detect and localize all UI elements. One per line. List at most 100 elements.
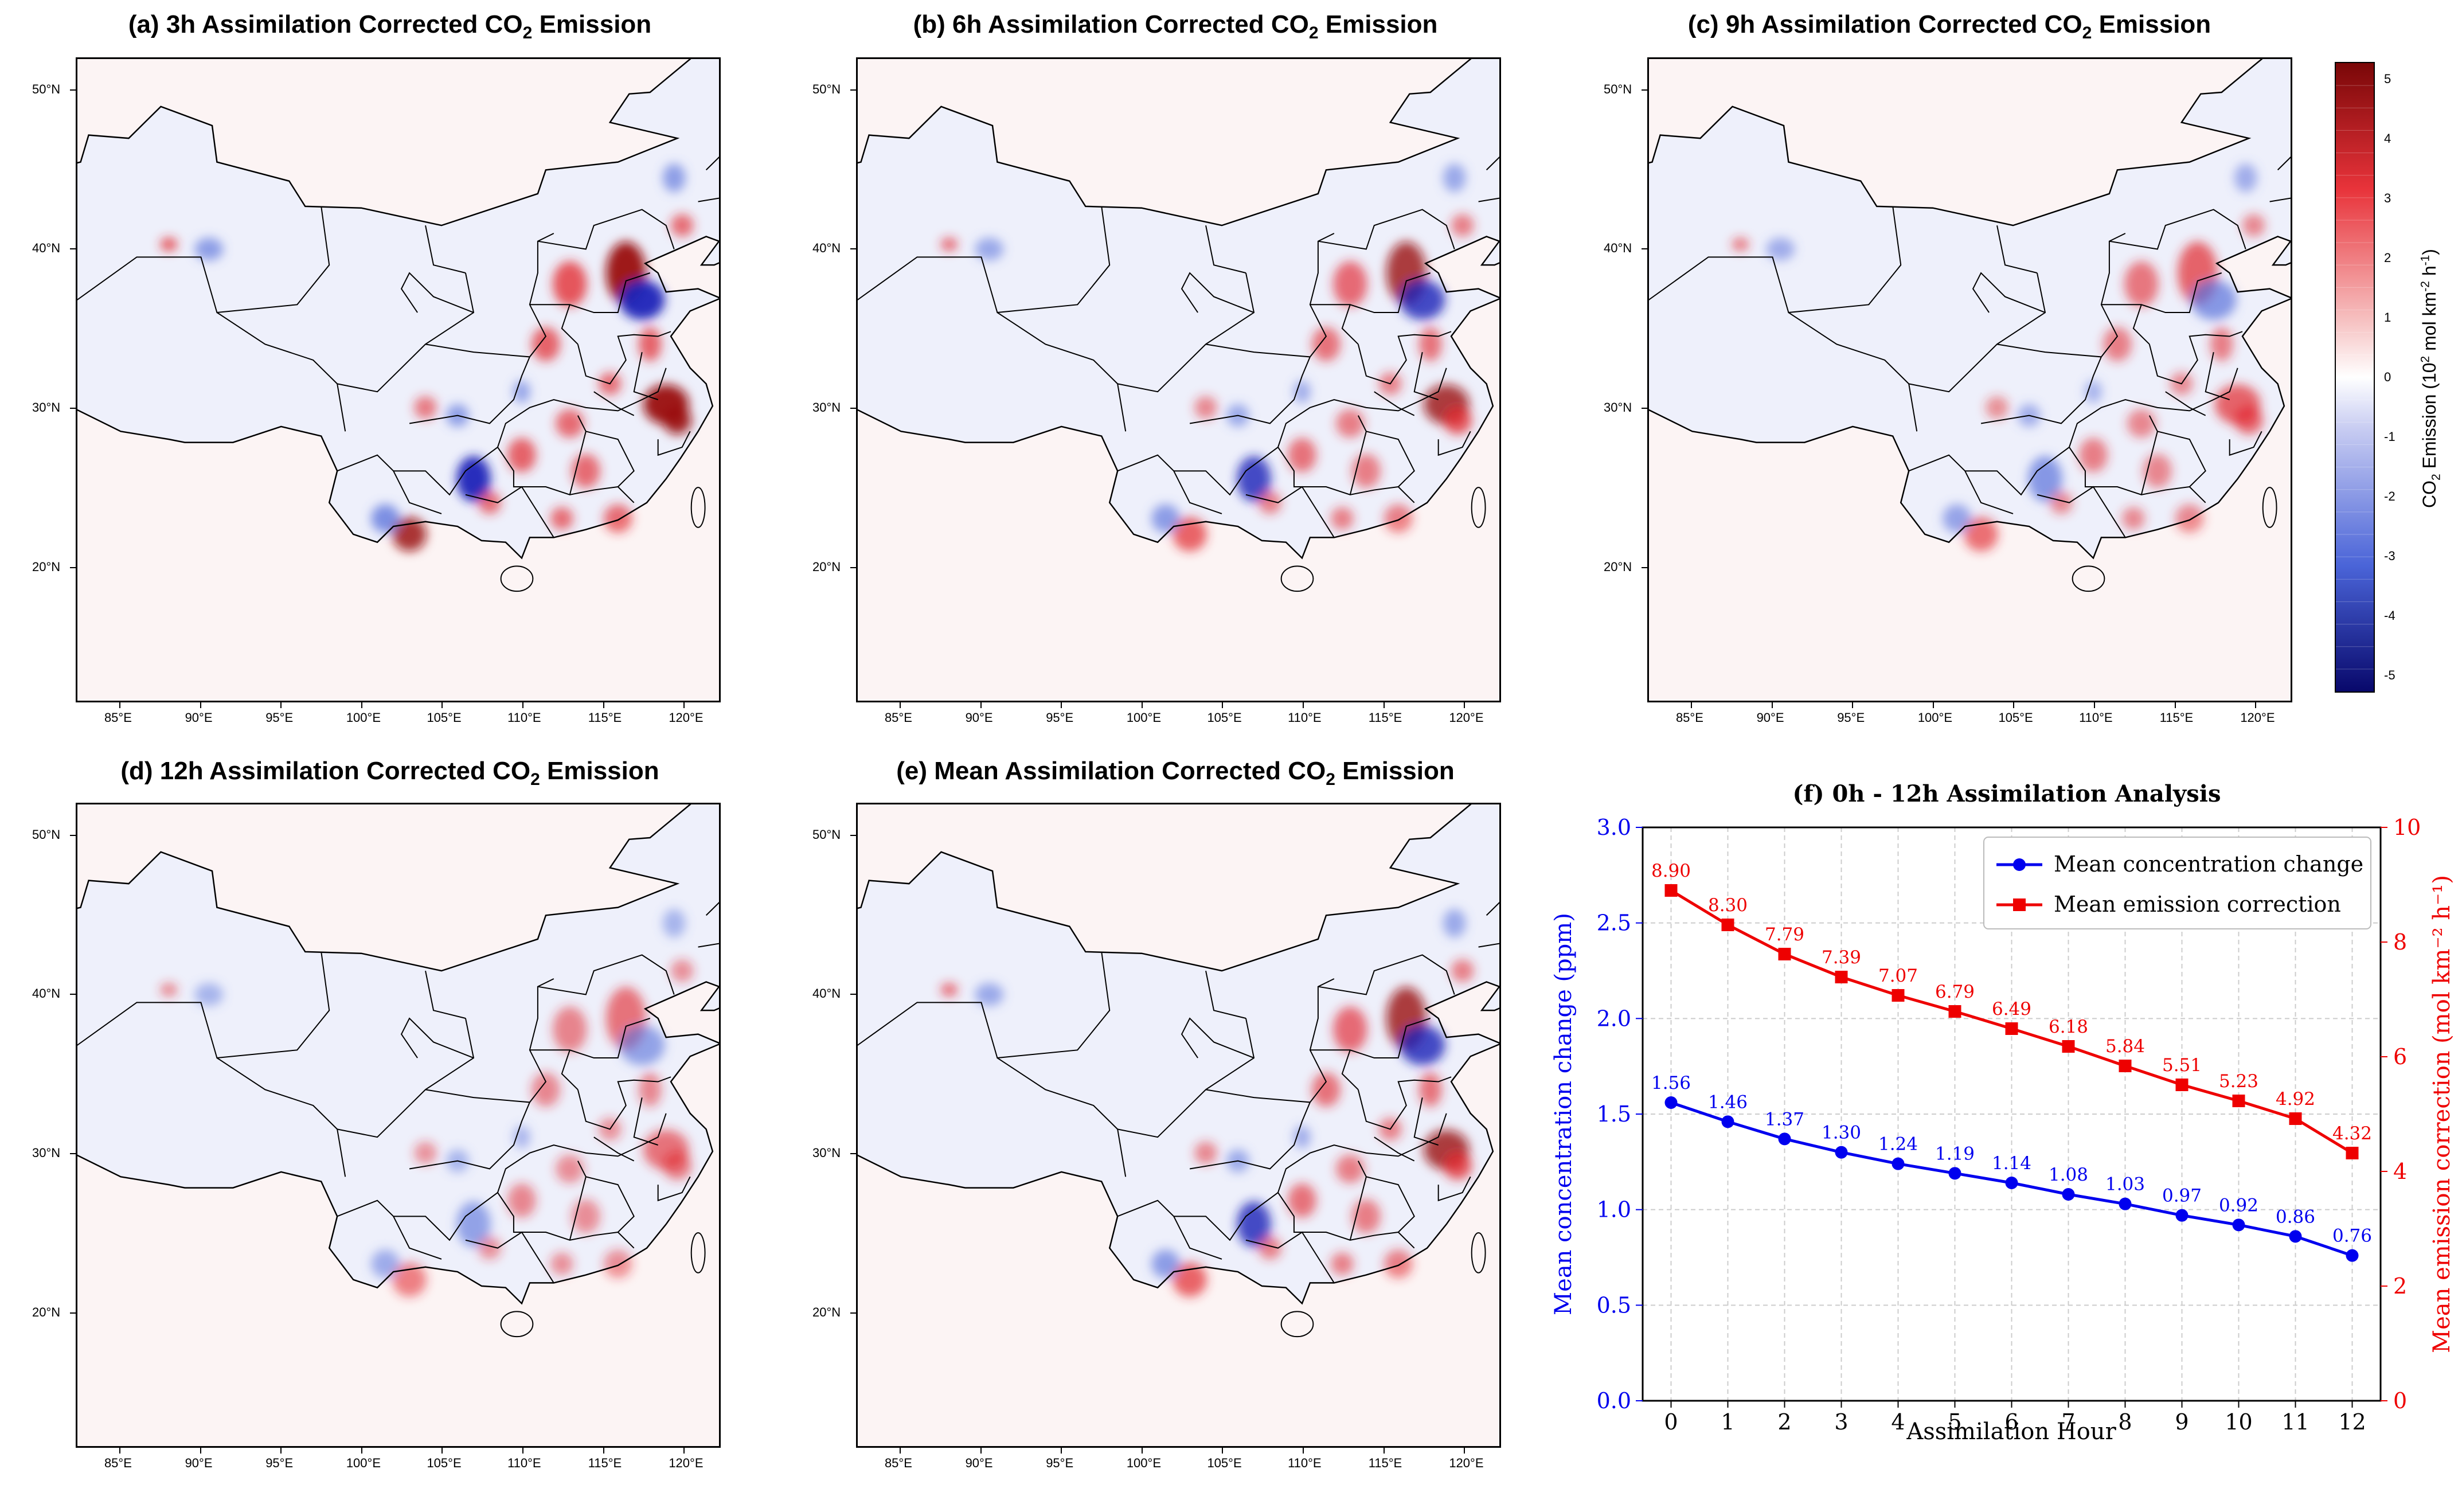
lat-tick-label: 40°N — [32, 241, 61, 256]
data-point-emission — [2289, 1112, 2302, 1125]
positive-anomaly — [478, 1236, 501, 1260]
province-boundary — [1980, 357, 2102, 424]
lon-tick-mark — [1141, 1448, 1143, 1454]
right-tick-label: 8 — [2393, 929, 2407, 955]
lat-tick-label: 40°N — [32, 986, 61, 1001]
negative-anomaly — [1399, 280, 1445, 320]
positive-anomaly — [414, 1141, 437, 1165]
positive-anomaly — [1330, 1252, 1354, 1276]
province-boundary — [1277, 368, 1447, 448]
province-boundary — [1996, 233, 2126, 358]
province-boundary — [529, 1018, 651, 1059]
lat-tick-mark — [70, 1153, 76, 1155]
negative-anomaly — [371, 1249, 400, 1279]
positive-anomaly — [550, 1252, 573, 1276]
data-point-concentration — [2232, 1218, 2245, 1232]
map-canvas — [77, 59, 719, 701]
data-point-emission — [1835, 971, 1848, 983]
positive-anomaly — [670, 214, 694, 237]
province-boundary — [657, 1176, 691, 1202]
province-boundary — [1117, 1200, 1222, 1260]
positive-anomaly — [532, 327, 560, 362]
data-label: 5.23 — [2219, 1071, 2258, 1092]
lat-tick-label: 30°N — [812, 1146, 841, 1161]
lon-tick-mark — [603, 1448, 604, 1454]
province-boundary — [577, 1076, 671, 1130]
province-boundary — [2069, 368, 2238, 448]
colorbar-tick-label: 4 — [2384, 131, 2391, 146]
province-boundary — [858, 206, 1111, 314]
province-boundary — [561, 1049, 579, 1091]
positive-anomaly — [1418, 1072, 1442, 1107]
positive-anomaly — [2175, 504, 2204, 533]
positive-anomaly — [1194, 396, 1217, 419]
data-label: 1.14 — [1992, 1153, 2031, 1174]
data-point-concentration — [2346, 1249, 2359, 1262]
province-boundary — [1310, 1018, 1431, 1059]
x-tick-label: 9 — [2175, 1409, 2189, 1435]
lat-tick-mark — [1642, 408, 1647, 409]
lon-tick-label: 100°E — [346, 1456, 381, 1470]
map-panel-e — [856, 803, 1501, 1448]
positive-anomaly — [1288, 1183, 1316, 1218]
lat-tick-mark — [850, 834, 856, 836]
positive-anomaly — [1443, 1151, 1472, 1180]
data-point-emission — [1892, 989, 1905, 1002]
map-panel-b — [856, 57, 1501, 702]
lon-tick-mark — [119, 702, 120, 708]
x-tick-label: 3 — [1834, 1409, 1848, 1435]
island-outline — [1280, 565, 1314, 592]
province-boundary — [1413, 351, 1439, 400]
lat-tick-mark — [70, 248, 76, 250]
emission-anomaly-field — [940, 163, 1474, 552]
positive-anomaly — [1259, 491, 1281, 514]
province-boundary — [2101, 272, 2222, 314]
x-tick-label: 4 — [1891, 1409, 1905, 1435]
map-canvas — [858, 804, 1499, 1446]
data-point-concentration — [2175, 1209, 2189, 1222]
province-boundary — [585, 431, 635, 503]
province-boundary — [425, 225, 466, 274]
province-boundary — [1205, 225, 1246, 274]
lon-tick-label: 90°E — [965, 1456, 993, 1470]
lon-tick-mark — [1771, 702, 1773, 708]
province-boundary — [1277, 1113, 1447, 1193]
map-panel-a — [76, 57, 721, 702]
province-boundary — [633, 351, 658, 400]
lat-tick-label: 50°N — [1604, 81, 1632, 96]
data-label: 6.18 — [2049, 1017, 2088, 1037]
lon-tick-label: 95°E — [1046, 1456, 1074, 1470]
map-canvas — [1649, 59, 2291, 701]
map-land-fill — [1649, 59, 2291, 558]
map-land-fill — [77, 59, 719, 558]
left-tick-label: 1.0 — [1597, 1197, 1631, 1222]
province-boundary — [996, 312, 1127, 432]
province-boundary — [1205, 978, 1335, 1103]
data-point-concentration — [1835, 1146, 1848, 1159]
country-boundary — [858, 59, 1499, 560]
data-label: 5.51 — [2162, 1055, 2202, 1076]
colorbar-tick-label: 3 — [2384, 191, 2391, 205]
positive-anomaly — [1335, 1154, 1365, 1183]
lon-tick-mark — [522, 1448, 524, 1454]
lon-tick-label: 115°E — [2159, 710, 2194, 725]
lat-tick-mark — [1642, 248, 1647, 250]
negative-anomaly — [513, 1126, 530, 1149]
data-point-emission — [2119, 1060, 2132, 1072]
province-boundary — [1788, 312, 1918, 432]
lon-tick-mark — [200, 1448, 201, 1454]
positive-anomaly — [1351, 1199, 1381, 1234]
data-label: 6.79 — [1935, 982, 1975, 1002]
lon-tick-label: 110°E — [2079, 710, 2113, 725]
colorbar-tick-label: -3 — [2384, 549, 2395, 563]
lon-tick-label: 85°E — [104, 710, 132, 725]
positive-anomaly — [663, 1151, 692, 1180]
positive-anomaly — [638, 327, 662, 362]
province-boundary — [705, 156, 719, 171]
lat-tick-mark — [70, 834, 76, 836]
positive-anomaly — [555, 1154, 584, 1183]
negative-anomaly — [975, 983, 1004, 1006]
lon-tick-label: 105°E — [1207, 1456, 1242, 1470]
lat-tick-label: 20°N — [32, 1304, 61, 1319]
